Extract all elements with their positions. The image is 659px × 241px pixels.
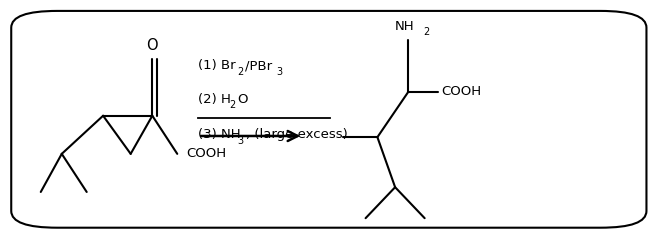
- Text: /PBr: /PBr: [245, 59, 272, 72]
- Text: COOH: COOH: [186, 147, 227, 160]
- Text: (2) H: (2) H: [198, 93, 231, 106]
- Text: 3: 3: [238, 136, 244, 146]
- Text: (3) NH: (3) NH: [198, 128, 241, 141]
- Text: O: O: [237, 93, 248, 106]
- Text: (1) Br: (1) Br: [198, 59, 236, 72]
- Text: O: O: [146, 38, 158, 53]
- Text: 3: 3: [276, 67, 283, 77]
- Text: 2: 2: [229, 100, 235, 110]
- FancyBboxPatch shape: [11, 11, 646, 228]
- Text: COOH: COOH: [442, 85, 482, 98]
- Text: NH: NH: [395, 20, 415, 33]
- Text: , (large excess): , (large excess): [246, 128, 347, 141]
- Text: 2: 2: [423, 27, 429, 37]
- Text: 2: 2: [237, 67, 243, 77]
